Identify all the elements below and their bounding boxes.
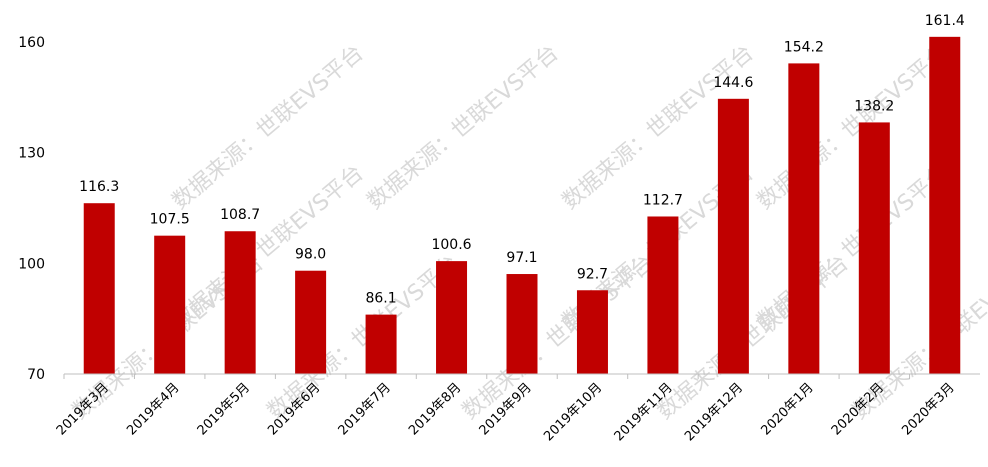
- bar: [788, 63, 820, 374]
- bar: [576, 290, 608, 374]
- bar: [647, 216, 679, 374]
- bar: [929, 36, 961, 374]
- bar: [224, 231, 256, 374]
- x-tick-label: 2019年10月: [541, 380, 605, 444]
- data-label: 116.3: [79, 179, 119, 195]
- y-tick-label: 160: [18, 35, 45, 51]
- x-tick-label: 2019年4月: [124, 380, 182, 438]
- data-label: 92.7: [577, 266, 608, 282]
- bar: [506, 274, 538, 374]
- bar: [365, 314, 397, 374]
- data-label: 138.2: [854, 98, 894, 114]
- bar: [858, 122, 890, 374]
- bar: [717, 98, 749, 374]
- x-tick-label: 2019年3月: [54, 380, 112, 438]
- x-tick-label: 2020年3月: [899, 380, 957, 438]
- y-axis: 70 100 130 160: [18, 35, 45, 383]
- watermark-text: 数据来源：世联EVS平台: [263, 251, 464, 425]
- data-label: 97.1: [506, 250, 537, 266]
- bar: [83, 203, 115, 374]
- bar: [436, 261, 468, 374]
- data-labels: 116.3 107.5 108.7 98.0 86.1 100.6 97.1 92.7 112.…: [79, 13, 965, 307]
- data-label: 112.7: [643, 192, 683, 208]
- data-label: 144.6: [713, 75, 753, 91]
- y-tick-label: 100: [18, 256, 45, 272]
- watermark-text: 数据来源：世联EVS平台: [363, 41, 564, 215]
- data-label: 86.1: [365, 291, 396, 307]
- data-label: 98.0: [295, 247, 326, 263]
- y-tick-label: 130: [18, 146, 45, 162]
- data-label: 107.5: [150, 212, 190, 228]
- x-tick-label: 2019年8月: [406, 380, 464, 438]
- y-tick-label: 70: [27, 367, 45, 383]
- x-tick-label: 2020年1月: [758, 380, 816, 438]
- x-tick-label: 2019年7月: [336, 380, 394, 438]
- bar-series: [83, 36, 961, 374]
- data-label: 108.7: [220, 207, 260, 223]
- bar: [295, 270, 327, 374]
- x-tick-label: 2019年5月: [195, 380, 253, 438]
- data-label: 100.6: [431, 237, 471, 253]
- data-label: 161.4: [925, 13, 965, 29]
- data-label: 154.2: [784, 39, 824, 55]
- bar: [154, 235, 186, 374]
